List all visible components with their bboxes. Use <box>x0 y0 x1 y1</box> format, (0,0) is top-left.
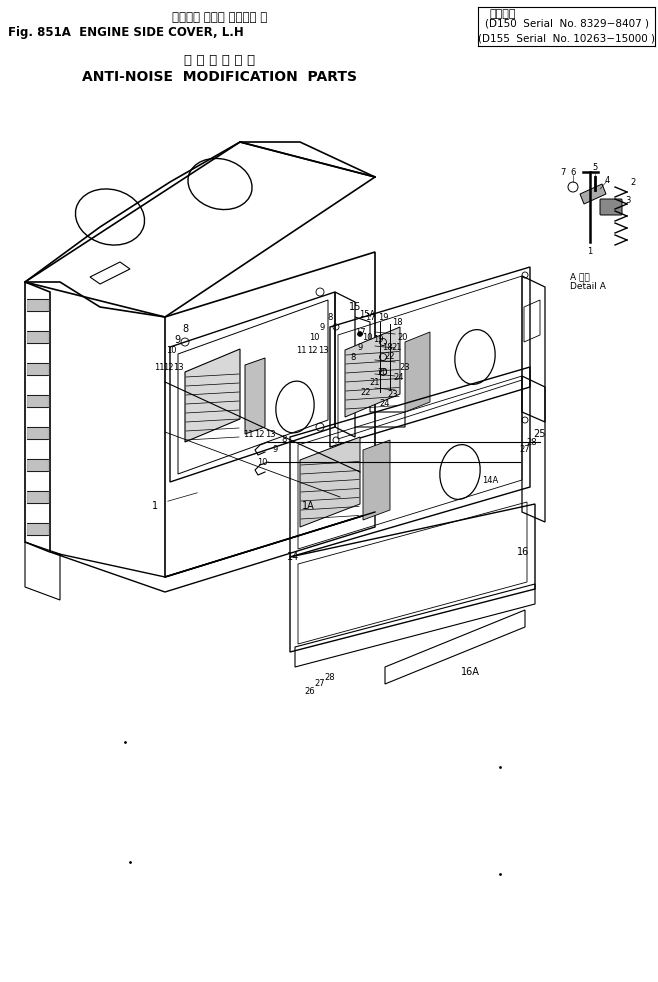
Text: 25: 25 <box>534 429 546 439</box>
Circle shape <box>365 359 370 364</box>
Text: 2: 2 <box>630 178 635 187</box>
FancyBboxPatch shape <box>600 199 622 215</box>
Text: 9: 9 <box>319 322 324 332</box>
Text: Fig. 851A  ENGINE SIDE COVER, L.H: Fig. 851A ENGINE SIDE COVER, L.H <box>8 26 243 38</box>
Text: 9: 9 <box>174 335 180 345</box>
Text: 13: 13 <box>265 429 275 439</box>
Text: ANTI-NOISE  MODIFICATION  PARTS: ANTI-NOISE MODIFICATION PARTS <box>82 70 357 84</box>
Text: 15A: 15A <box>359 309 375 318</box>
Text: 10: 10 <box>362 333 372 342</box>
Polygon shape <box>580 184 606 204</box>
Text: 17: 17 <box>365 312 375 321</box>
Text: 8: 8 <box>282 434 287 444</box>
Circle shape <box>359 345 365 350</box>
Text: 21: 21 <box>392 343 402 352</box>
Text: 28: 28 <box>324 673 336 682</box>
Polygon shape <box>405 332 430 412</box>
Text: 20: 20 <box>397 333 408 342</box>
Text: 15: 15 <box>349 302 361 312</box>
Text: エンジン サイド カバー， 左: エンジン サイド カバー， 左 <box>172 11 268 24</box>
Text: 適用号機: 適用号機 <box>490 9 517 19</box>
Polygon shape <box>245 358 265 434</box>
Text: 1: 1 <box>588 247 593 256</box>
Text: 26: 26 <box>305 686 315 695</box>
Text: 12: 12 <box>163 362 173 371</box>
Circle shape <box>368 379 372 385</box>
Text: 27: 27 <box>315 680 325 688</box>
Text: 18: 18 <box>382 343 392 352</box>
Text: 9: 9 <box>357 343 363 352</box>
Text: 23: 23 <box>399 362 411 371</box>
Text: 24: 24 <box>393 372 404 381</box>
Polygon shape <box>363 440 390 520</box>
Text: 13: 13 <box>318 346 328 355</box>
Text: 24: 24 <box>380 399 390 408</box>
Text: 8: 8 <box>327 312 333 321</box>
Text: 22: 22 <box>361 388 371 397</box>
Text: 7: 7 <box>561 168 566 177</box>
Polygon shape <box>185 349 240 442</box>
Text: 3: 3 <box>625 195 630 204</box>
Text: 1A: 1A <box>301 501 315 511</box>
Circle shape <box>357 332 363 337</box>
Text: 27: 27 <box>520 445 530 454</box>
Text: 11: 11 <box>243 429 253 439</box>
Text: 19: 19 <box>378 312 388 321</box>
Text: 11: 11 <box>154 362 164 371</box>
Text: 22: 22 <box>385 352 395 360</box>
Text: 21: 21 <box>370 377 380 387</box>
Text: 13: 13 <box>172 362 184 371</box>
Text: 6: 6 <box>570 168 576 177</box>
Text: 16A: 16A <box>461 667 480 677</box>
Text: 19: 19 <box>372 335 383 344</box>
Polygon shape <box>300 437 360 527</box>
Text: 16: 16 <box>517 547 529 557</box>
Text: (D150  Serial  No. 8329−8407 ): (D150 Serial No. 8329−8407 ) <box>485 18 649 28</box>
Text: 10: 10 <box>257 458 267 466</box>
Text: 17: 17 <box>355 328 365 337</box>
Text: 10: 10 <box>309 333 319 342</box>
Text: 4: 4 <box>605 176 609 185</box>
Polygon shape <box>345 327 400 417</box>
Text: (D155  Serial  No. 10263−15000 ): (D155 Serial No. 10263−15000 ) <box>478 33 655 43</box>
Circle shape <box>378 395 382 400</box>
Text: 12: 12 <box>254 429 265 439</box>
Text: 1: 1 <box>152 501 158 511</box>
Text: 12: 12 <box>307 346 317 355</box>
Text: 20: 20 <box>378 367 388 376</box>
Text: 騒 音 対 策 部 品: 騒 音 対 策 部 品 <box>184 53 255 67</box>
Text: 18: 18 <box>392 317 402 326</box>
Text: 5: 5 <box>592 163 597 172</box>
Text: 8: 8 <box>182 324 188 334</box>
Text: 14: 14 <box>287 552 299 562</box>
Text: A 詳細
Detail A: A 詳細 Detail A <box>570 272 606 292</box>
Text: 9: 9 <box>272 445 278 454</box>
Text: 8: 8 <box>350 353 356 361</box>
Text: 11: 11 <box>295 346 306 355</box>
Text: 23: 23 <box>388 390 398 399</box>
Text: 10: 10 <box>166 346 176 355</box>
Text: 14A: 14A <box>482 475 498 484</box>
Text: 28: 28 <box>526 438 538 447</box>
